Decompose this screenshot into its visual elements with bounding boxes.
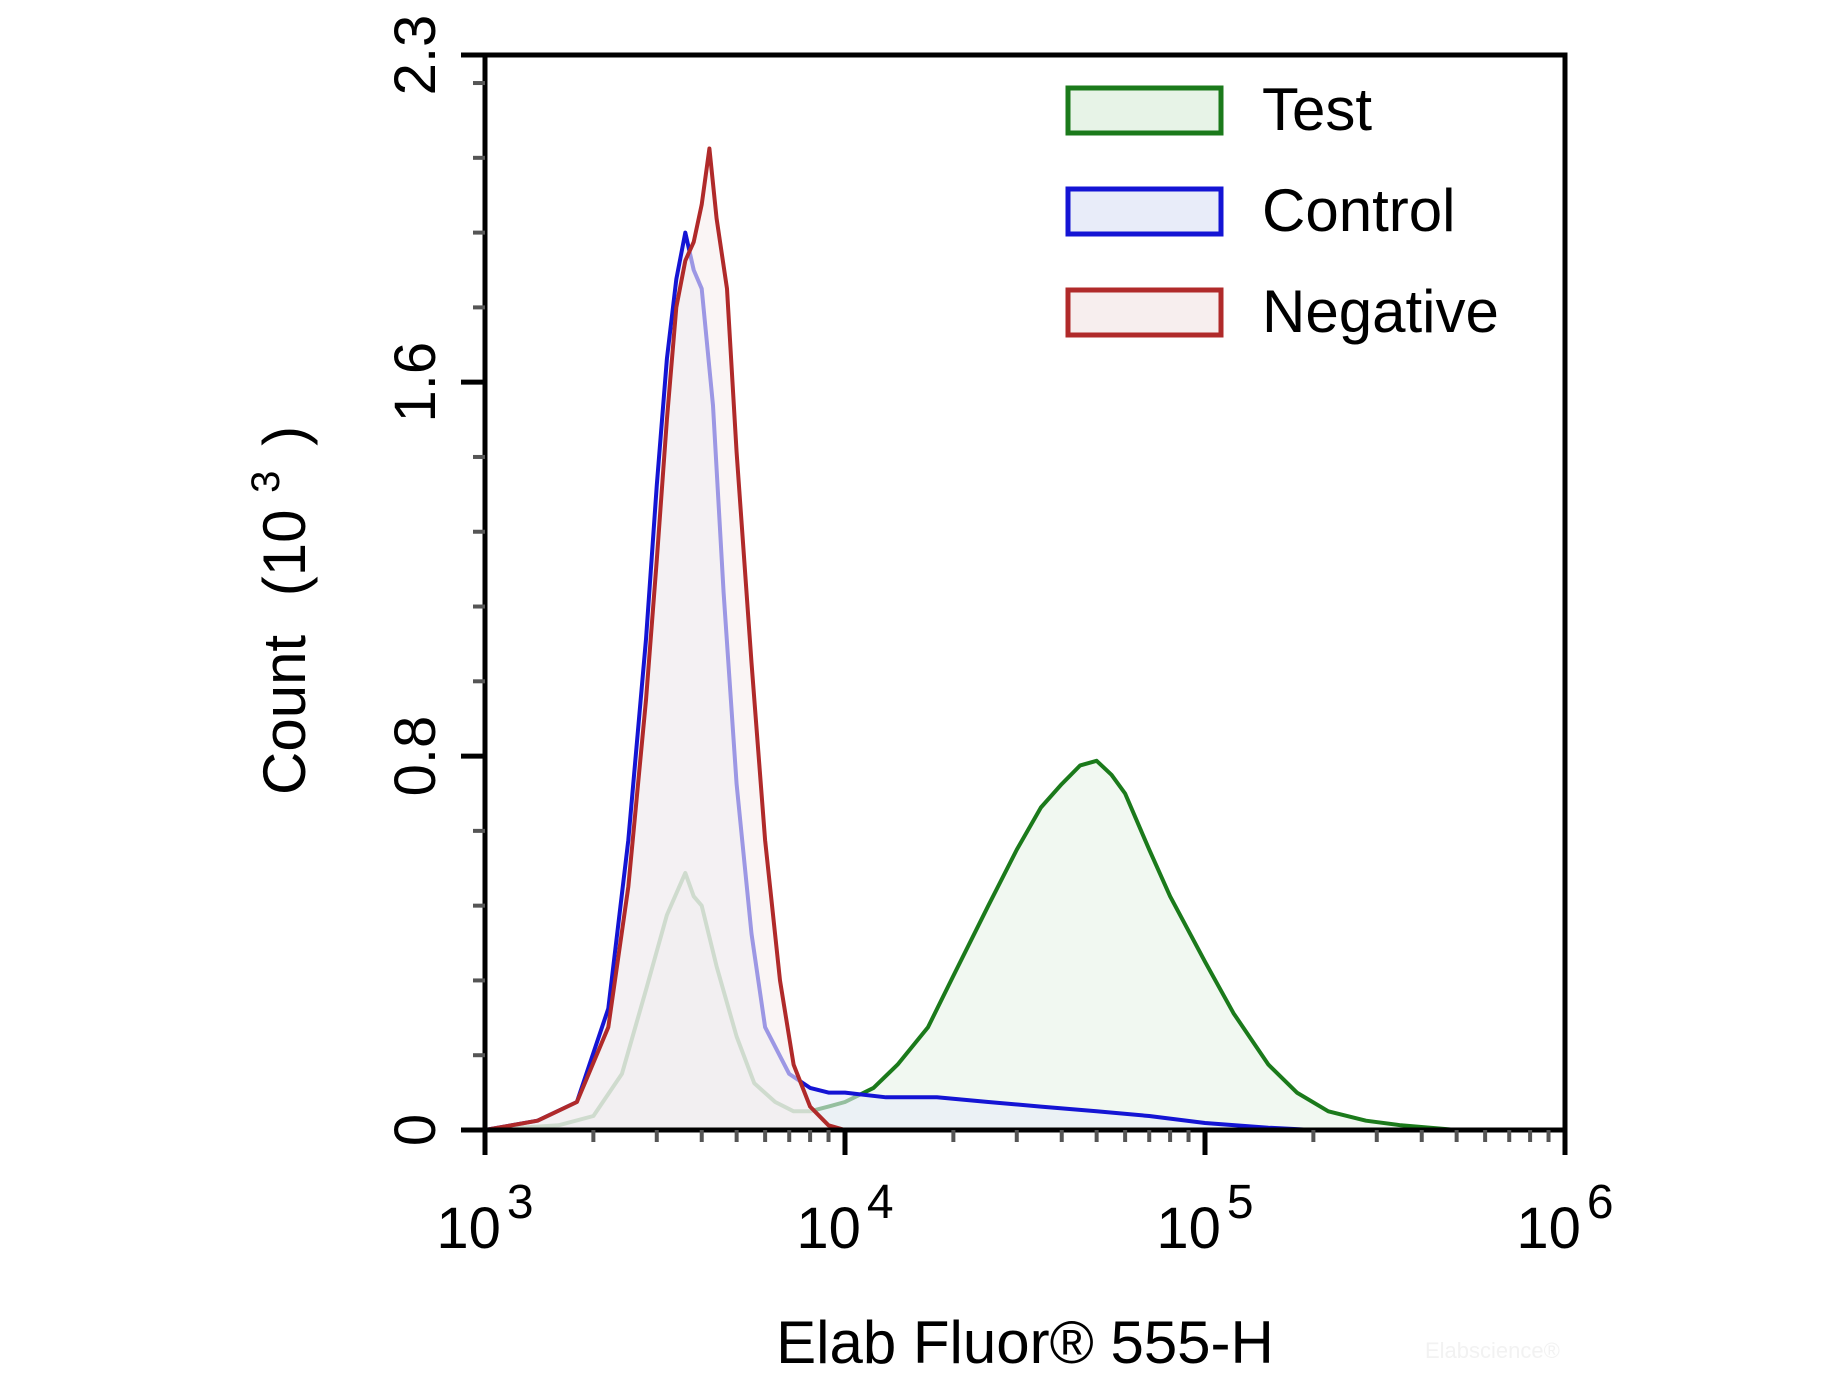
y-tick-label: 0 [383,1114,448,1146]
plot-frame [482,52,1568,1133]
x-axis: 10 3 10 4 10 5 10 6 [436,1130,1614,1261]
legend-swatch-control [1065,186,1224,237]
y-axis-unit: (10 [251,510,318,597]
y-tick-label: 0.8 [383,716,448,797]
y-tick-label: 2.3 [383,15,448,96]
x-tick-label: 10 4 [796,1176,893,1261]
x-tick-label: 10 5 [1156,1176,1253,1261]
y-axis-unit-exponent: 3 [244,471,288,493]
y-axis-label: Count [251,635,318,795]
x-tick-label: 10 6 [1516,1176,1613,1261]
series-fill-test [485,760,1565,1130]
legend: Test Control Negative [1065,76,1499,345]
series-fill-negative [485,148,1565,1130]
legend-swatch-negative [1065,287,1224,338]
x-tick-label: 10 3 [436,1176,533,1261]
y-axis-title: Count (10 3 ) [225,426,318,795]
legend-label-control: Control [1262,177,1455,244]
x-axis-title: Elab Fluor® 555-H [776,1309,1274,1376]
legend-swatch-test [1065,85,1224,136]
series-layer [484,146,1565,1132]
series-line-negative [484,146,1565,1132]
legend-label-negative: Negative [1262,278,1499,345]
y-tick-label: 1.6 [383,342,448,423]
legend-label-test: Test [1262,76,1372,143]
y-axis-unit-close: ) [251,426,318,446]
watermark-text: Elabscience® [1425,1338,1560,1363]
y-axis: 0 0.8 1.6 2.3 [383,15,485,1146]
